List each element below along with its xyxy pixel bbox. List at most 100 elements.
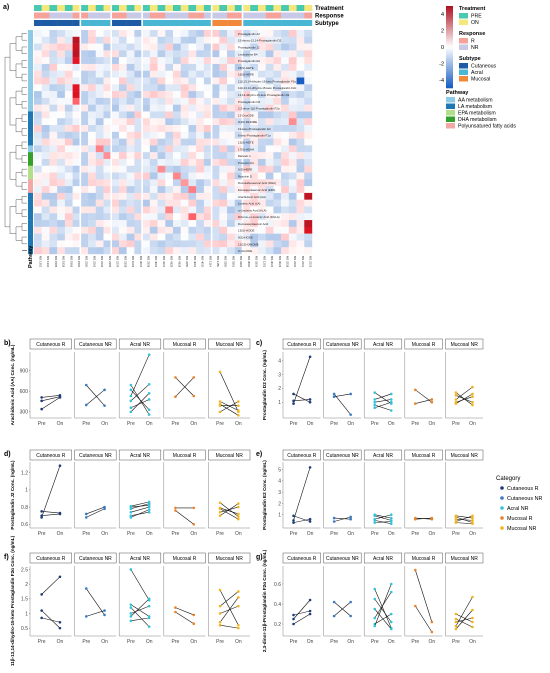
heatmap-cell [211, 77, 220, 85]
data-point-on [147, 391, 151, 395]
heatmap-cell [173, 186, 181, 194]
heatmap-cell [103, 50, 112, 58]
heatmap-cell [134, 36, 143, 44]
heatmap-cell [126, 111, 135, 119]
heatmap-cell [57, 125, 66, 133]
heatmap-cell [103, 186, 112, 194]
y-tick-label: 900 [20, 368, 29, 374]
heatmap-cell [41, 131, 50, 139]
subtype-cell [64, 20, 73, 26]
heatmap-cell [111, 165, 120, 173]
data-point-pre [218, 501, 222, 505]
pathway-cell [28, 91, 33, 99]
pair-line [130, 501, 150, 507]
heatmap-cell [64, 77, 73, 85]
heatmap-cell [157, 226, 166, 234]
heatmap-cell [142, 172, 151, 180]
heatmap-cell [72, 50, 81, 58]
heatmap-cell [281, 220, 290, 228]
heatmap-cell [203, 233, 212, 241]
heatmap-cell [250, 152, 259, 160]
heatmap-cell [265, 152, 274, 160]
heatmap-cell [250, 213, 259, 221]
heatmap-cell [95, 172, 104, 180]
heatmap-cell [304, 50, 313, 58]
heatmap-cell [34, 192, 42, 200]
heatmap-cell [165, 179, 174, 187]
facet-strip [404, 449, 443, 461]
treatment-cell [211, 5, 220, 11]
data-point-pre [40, 396, 43, 399]
data-point-on [349, 614, 352, 618]
heatmap-column-label: MS 1505 [54, 256, 58, 268]
heatmap-cell [188, 233, 197, 241]
heatmap-cell [118, 152, 127, 160]
treatment-cell [265, 5, 274, 11]
subtype-cell [273, 20, 282, 26]
category-legend-marker [500, 526, 504, 530]
heatmap-cell [227, 111, 235, 119]
subtype-cell [196, 20, 205, 26]
heatmap-cell [227, 186, 235, 194]
heatmap-cell [257, 70, 266, 78]
heatmap-cell [250, 125, 259, 133]
heatmap-cell [88, 152, 96, 160]
heatmap-cell [149, 145, 158, 153]
heatmap-cell [188, 220, 197, 228]
heatmap-cell [273, 240, 282, 248]
heatmap-cell [196, 84, 205, 92]
x-tick-label: On [235, 421, 242, 427]
x-tick-label: Pre [82, 421, 90, 427]
heatmap-cell [142, 97, 151, 105]
column-gap [141, 4, 143, 254]
heatmap-cell [118, 247, 127, 255]
heatmap-column-label: MS 2210 [293, 256, 297, 268]
heatmap-cell [273, 36, 282, 44]
subtype-cell [257, 20, 266, 26]
heatmap-cell [273, 63, 282, 71]
facet-strip [74, 552, 117, 564]
heatmap-cell [242, 50, 251, 58]
data-point-pre [84, 403, 88, 407]
heatmap-cell [95, 30, 104, 37]
heatmap-cell [180, 50, 189, 58]
data-point-pre [292, 622, 295, 626]
heatmap-column-label: MS 2319 [147, 256, 151, 268]
heatmap-cell [180, 111, 189, 119]
heatmap-cell [234, 165, 243, 173]
heatmap-cell [95, 152, 104, 160]
treatment-cell [34, 5, 42, 11]
heatmap-cell [157, 199, 166, 207]
heatmap-cell [273, 118, 282, 126]
heatmap-cell [196, 165, 205, 173]
data-point-pre [454, 514, 458, 518]
data-point-pre [40, 399, 43, 403]
heatmap-cell [142, 226, 151, 234]
pathway-cell [28, 131, 33, 139]
heatmap-cell [34, 50, 42, 58]
x-tick-label: On [101, 421, 108, 427]
heatmap-cell [134, 165, 143, 173]
colorbar-segment [446, 51, 453, 54]
heatmap-cell [234, 199, 243, 207]
heatmap-cell [95, 111, 104, 119]
heatmap-cell [180, 158, 189, 166]
heatmap-cell [126, 165, 135, 173]
heatmap-cell [203, 138, 212, 146]
subtype-cell [288, 20, 297, 26]
legend-title-pathway: Pathway [446, 90, 469, 96]
panel-g: g) 2,3-dinor-11β-Prostaglandin F2α Conc. … [256, 549, 484, 652]
y-axis-label: 11β-13,14-dihydro-15-keto Prostaglandin … [10, 535, 15, 666]
heatmap-cell [257, 186, 266, 194]
heatmap-cell [126, 50, 135, 58]
heatmap-cell [80, 84, 89, 92]
heatmap-cell [95, 158, 104, 166]
heatmap-cell [72, 97, 81, 105]
heatmap-cell [149, 118, 158, 126]
heatmap-cell [34, 131, 42, 139]
colorbar-segment [446, 75, 453, 79]
heatmap-cell [188, 158, 197, 166]
heatmap-cell [219, 77, 228, 85]
response-cell [80, 12, 89, 19]
heatmap-column-label: MS 2305 [108, 256, 112, 268]
